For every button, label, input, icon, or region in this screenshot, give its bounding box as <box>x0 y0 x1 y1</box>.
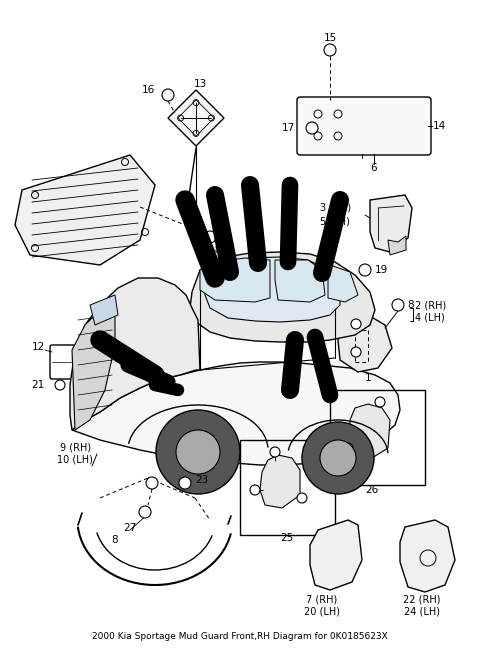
Polygon shape <box>200 258 270 302</box>
Circle shape <box>146 477 158 489</box>
Circle shape <box>297 493 307 503</box>
Text: 8: 8 <box>112 535 118 545</box>
Text: 13: 13 <box>193 79 206 89</box>
Text: 22 (RH): 22 (RH) <box>403 595 441 605</box>
Circle shape <box>55 380 65 390</box>
Bar <box>330 390 425 485</box>
Text: 20 (LH): 20 (LH) <box>304 607 340 617</box>
Polygon shape <box>72 362 400 465</box>
Polygon shape <box>388 236 406 255</box>
Circle shape <box>302 422 374 494</box>
Polygon shape <box>350 404 390 458</box>
Polygon shape <box>15 155 155 265</box>
Polygon shape <box>338 315 392 372</box>
Circle shape <box>176 430 220 474</box>
Text: 8: 8 <box>407 300 414 310</box>
Polygon shape <box>275 260 325 302</box>
Text: 2 (RH): 2 (RH) <box>415 300 446 310</box>
Text: 6: 6 <box>371 163 377 173</box>
FancyBboxPatch shape <box>50 345 104 379</box>
Text: 9 (RH): 9 (RH) <box>60 442 91 452</box>
Bar <box>240 440 335 535</box>
Text: 16: 16 <box>142 85 155 95</box>
Circle shape <box>392 299 404 311</box>
Text: 1: 1 <box>365 373 372 383</box>
Text: 18: 18 <box>208 245 222 255</box>
Circle shape <box>270 447 280 457</box>
Polygon shape <box>260 455 300 508</box>
Text: 4 (LH): 4 (LH) <box>415 313 445 323</box>
Polygon shape <box>328 265 358 302</box>
Circle shape <box>156 410 240 494</box>
Text: 15: 15 <box>324 33 336 43</box>
Text: 7 (RH): 7 (RH) <box>306 595 337 605</box>
Text: 21: 21 <box>32 380 45 390</box>
Circle shape <box>351 347 361 357</box>
Polygon shape <box>90 295 118 325</box>
Text: 26: 26 <box>365 485 379 495</box>
Circle shape <box>351 319 361 329</box>
Polygon shape <box>400 520 455 592</box>
Text: 2000 Kia Sportage Mud Guard Front,RH Diagram for 0K0185623X: 2000 Kia Sportage Mud Guard Front,RH Dia… <box>92 632 388 641</box>
Circle shape <box>343 443 353 453</box>
Text: 17: 17 <box>282 123 295 133</box>
Text: 27: 27 <box>123 523 137 533</box>
Polygon shape <box>70 278 200 430</box>
Circle shape <box>320 440 356 476</box>
Polygon shape <box>205 257 340 322</box>
Circle shape <box>359 264 371 276</box>
Circle shape <box>250 485 260 495</box>
Polygon shape <box>72 300 115 430</box>
Text: 12: 12 <box>32 342 45 352</box>
Polygon shape <box>370 195 412 252</box>
Text: 25: 25 <box>280 533 294 543</box>
Circle shape <box>204 231 216 243</box>
Text: 14: 14 <box>433 121 446 131</box>
Circle shape <box>375 397 385 407</box>
Polygon shape <box>310 520 362 590</box>
Circle shape <box>306 122 318 134</box>
Circle shape <box>179 477 191 489</box>
Circle shape <box>324 44 336 56</box>
Text: 23: 23 <box>195 475 208 485</box>
Polygon shape <box>168 90 224 146</box>
Text: 19: 19 <box>375 265 388 275</box>
Text: 24 (LH): 24 (LH) <box>404 607 440 617</box>
Polygon shape <box>190 252 375 342</box>
Text: 3 (RH): 3 (RH) <box>320 203 351 213</box>
Text: 10 (LH): 10 (LH) <box>57 455 93 465</box>
Text: 5 (LH): 5 (LH) <box>320 217 350 227</box>
Circle shape <box>162 89 174 101</box>
FancyBboxPatch shape <box>297 97 431 155</box>
Text: 19: 19 <box>317 308 330 318</box>
Circle shape <box>139 506 151 518</box>
